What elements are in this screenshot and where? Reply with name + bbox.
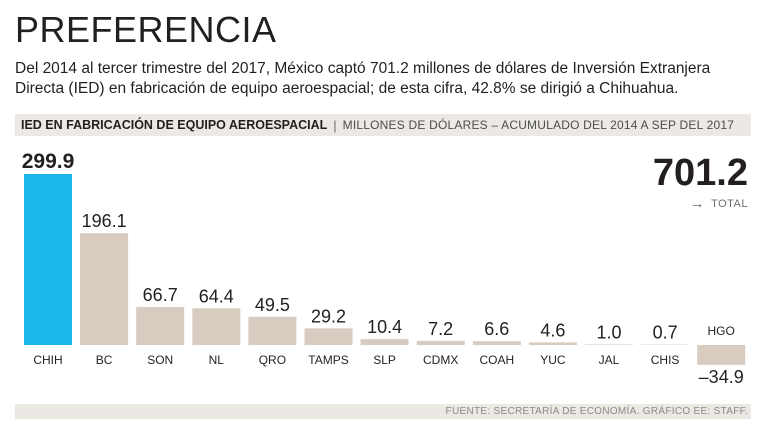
- category-label-tamps: TAMPS: [308, 353, 348, 367]
- chart-header-band: IED EN FABRICACIÓN DE EQUIPO AEROESPACIA…: [15, 114, 751, 136]
- total-value: 701.2: [652, 152, 748, 194]
- category-label-chis: CHIS: [651, 353, 680, 367]
- value-label-coah: 6.6: [484, 319, 509, 339]
- value-label-jal: 1.0: [596, 322, 621, 342]
- value-label-cdmx: 7.2: [428, 319, 453, 339]
- bar-son: [136, 306, 185, 345]
- category-label-cdmx: CDMX: [423, 353, 458, 367]
- value-label-chis: 0.7: [653, 323, 678, 343]
- category-label-nl: NL: [209, 353, 225, 367]
- category-label-slp: SLP: [373, 353, 396, 367]
- value-label-slp: 10.4: [367, 317, 402, 337]
- chart-header-main: IED EN FABRICACIÓN DE EQUIPO AEROESPACIA…: [21, 118, 328, 132]
- chart-header-units: MILLONES DE DÓLARES – ACUMULADO DEL 2014…: [342, 118, 735, 132]
- bar-bc: [80, 233, 129, 345]
- chart-title: PREFERENCIA: [15, 9, 277, 50]
- value-label-son: 66.7: [143, 285, 178, 305]
- value-label-bc: 196.1: [82, 211, 127, 231]
- chart-subtitle: Del 2014 al tercer trimestre del 2017, M…: [15, 60, 711, 97]
- value-label-yuc: 4.6: [540, 320, 565, 340]
- category-label-hgo: HGO: [708, 324, 735, 338]
- bar-coah: [472, 341, 521, 345]
- category-label-chih: CHIH: [33, 353, 62, 367]
- value-label-hgo: –34.9: [699, 367, 744, 387]
- bar-chih: [24, 174, 72, 345]
- category-label-bc: BC: [96, 353, 113, 367]
- bar-cdmx: [416, 340, 465, 345]
- bar-hgo: [697, 345, 746, 365]
- footer-band: [15, 404, 751, 419]
- bar-qro: [248, 316, 297, 345]
- chart-header-separator: |: [333, 117, 337, 133]
- total-label: TOTAL: [711, 197, 748, 210]
- bar-yuc: [528, 342, 577, 345]
- arrow-right-icon: →: [689, 195, 706, 212]
- category-label-coah: COAH: [479, 353, 514, 367]
- bar-slp: [360, 339, 409, 345]
- bar-nl: [192, 308, 241, 345]
- value-label-qro: 49.5: [255, 295, 290, 315]
- value-label-tamps: 29.2: [311, 306, 346, 326]
- category-label-qro: QRO: [259, 353, 286, 367]
- value-label-chih: 299.9: [22, 150, 75, 173]
- bar-tamps: [304, 328, 353, 345]
- bar-jal: [585, 344, 633, 345]
- source-note: FUENTE: SECRETARÍA DE ECONOMÍA. GRÁFICO …: [445, 406, 748, 417]
- category-label-son: SON: [147, 353, 173, 367]
- value-label-nl: 64.4: [199, 286, 234, 306]
- category-label-jal: JAL: [599, 353, 620, 367]
- category-label-yuc: YUC: [540, 353, 566, 367]
- total-label-row: → TOTAL: [690, 196, 748, 211]
